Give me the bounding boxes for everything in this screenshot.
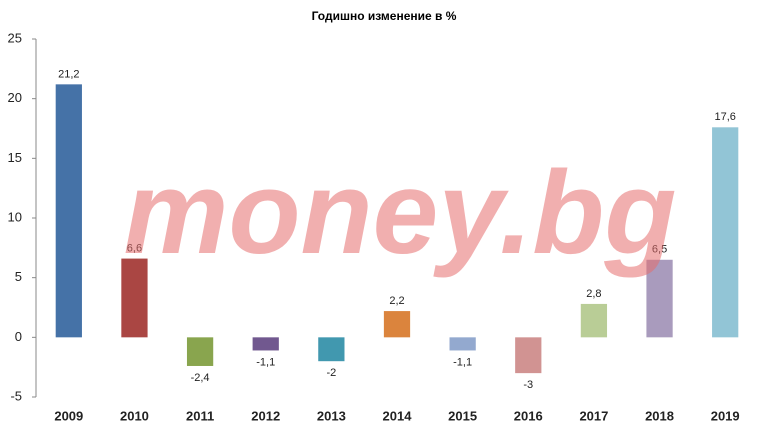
value-label: 2,8	[586, 288, 601, 300]
x-tick-label: 2012	[251, 408, 280, 423]
value-label: -1,1	[453, 356, 472, 368]
bar	[318, 337, 345, 362]
value-label: 17,6	[714, 111, 735, 123]
x-tick-label: 2013	[317, 408, 346, 423]
y-tick-label: 5	[15, 269, 22, 284]
bar	[712, 127, 739, 338]
x-tick-label: 2011	[186, 408, 214, 423]
bar	[449, 337, 476, 351]
value-label: 6,5	[652, 244, 667, 256]
x-tick-label: 2019	[711, 408, 740, 423]
x-tick-label: 2014	[383, 408, 413, 423]
value-label: -1,1	[256, 356, 275, 368]
value-label: -2,4	[191, 372, 210, 384]
bar	[121, 258, 148, 338]
x-tick-label: 2015	[448, 408, 477, 423]
watermark: money.bg	[124, 147, 677, 279]
y-tick-label: 15	[8, 150, 22, 165]
y-tick-label: 25	[8, 30, 22, 45]
value-label: -2	[326, 367, 336, 379]
bar	[252, 337, 279, 351]
bar	[646, 259, 673, 338]
y-tick-label: 10	[8, 209, 22, 224]
chart-title: Годишно изменение в %	[312, 9, 457, 23]
x-tick-label: 2010	[120, 408, 149, 423]
bar	[55, 84, 82, 338]
x-tick-label: 2009	[54, 408, 83, 423]
value-label: 21,2	[58, 68, 79, 80]
bar	[383, 311, 411, 338]
bar	[580, 303, 608, 338]
x-tick-label: 2018	[645, 408, 674, 423]
y-tick-label: 20	[8, 90, 22, 105]
value-label: 2,2	[389, 295, 404, 307]
bar	[515, 337, 542, 374]
x-tick-label: 2016	[514, 408, 543, 423]
x-tick-label: 2017	[579, 408, 608, 423]
value-label: -3	[523, 379, 533, 391]
y-tick-label: -5	[10, 388, 22, 403]
bar	[186, 337, 214, 366]
y-tick-label: 0	[15, 329, 22, 344]
value-label: 6,6	[127, 242, 142, 254]
